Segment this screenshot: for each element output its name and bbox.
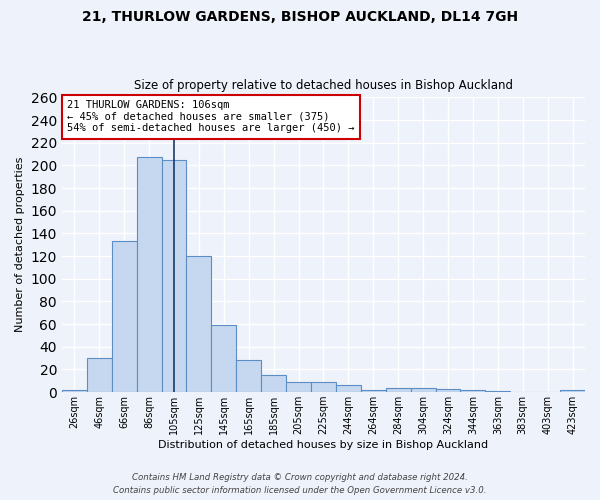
Bar xyxy=(187,256,211,392)
Bar xyxy=(286,382,311,392)
Bar xyxy=(410,388,436,392)
Bar xyxy=(211,326,236,392)
Bar xyxy=(161,160,187,392)
Bar xyxy=(87,358,112,392)
Bar xyxy=(261,375,286,392)
Bar xyxy=(311,382,336,392)
Bar xyxy=(386,388,410,392)
Bar xyxy=(336,386,361,392)
Bar xyxy=(236,360,261,392)
Text: 21, THURLOW GARDENS, BISHOP AUCKLAND, DL14 7GH: 21, THURLOW GARDENS, BISHOP AUCKLAND, DL… xyxy=(82,10,518,24)
Bar xyxy=(137,158,161,392)
X-axis label: Distribution of detached houses by size in Bishop Auckland: Distribution of detached houses by size … xyxy=(158,440,488,450)
Bar xyxy=(460,390,485,392)
Bar xyxy=(62,390,87,392)
Y-axis label: Number of detached properties: Number of detached properties xyxy=(15,157,25,332)
Bar xyxy=(361,390,386,392)
Title: Size of property relative to detached houses in Bishop Auckland: Size of property relative to detached ho… xyxy=(134,79,513,92)
Bar xyxy=(112,242,137,392)
Bar xyxy=(485,391,510,392)
Bar xyxy=(560,390,585,392)
Text: 21 THURLOW GARDENS: 106sqm
← 45% of detached houses are smaller (375)
54% of sem: 21 THURLOW GARDENS: 106sqm ← 45% of deta… xyxy=(67,100,355,134)
Text: Contains HM Land Registry data © Crown copyright and database right 2024.
Contai: Contains HM Land Registry data © Crown c… xyxy=(113,474,487,495)
Bar xyxy=(436,389,460,392)
